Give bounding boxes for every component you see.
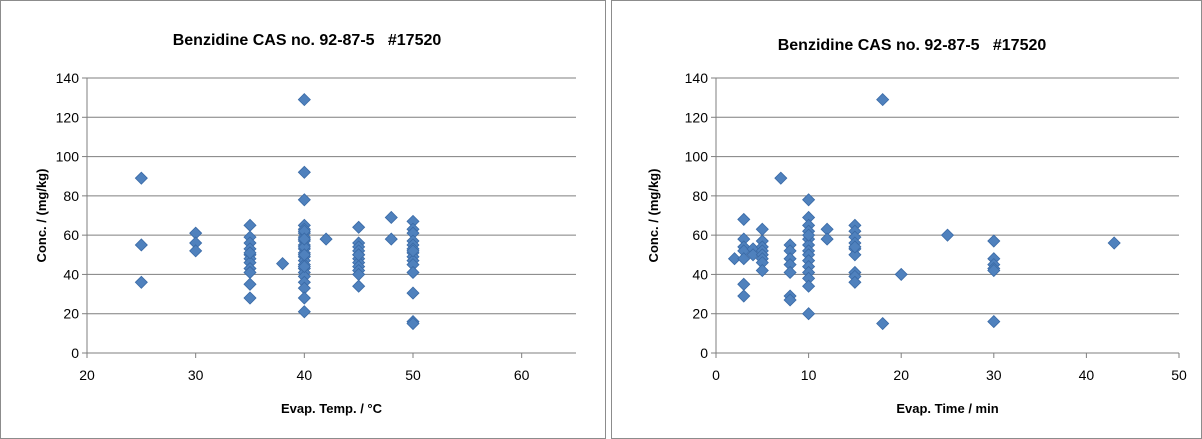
data-point: [848, 240, 862, 254]
data-point: [243, 218, 257, 232]
data-point: [802, 228, 816, 242]
chart-title: Benzidine CAS no. 92-87-5 #17520: [778, 37, 1047, 54]
data-point: [783, 293, 797, 307]
data-point: [802, 307, 816, 321]
data-point: [243, 277, 257, 291]
data-point: [737, 252, 751, 266]
y-tick-label: 80: [692, 188, 708, 204]
data-point: [406, 244, 420, 258]
x-tick-label: 40: [1079, 367, 1095, 383]
data-point: [820, 232, 834, 246]
y-tick-label: 140: [685, 70, 709, 86]
y-tick-label: 120: [685, 109, 709, 125]
y-axis-title: Conc. / (mg/kg): [34, 169, 49, 263]
data-point: [406, 286, 420, 300]
data-point: [297, 291, 311, 305]
x-axis-title: Evap. Temp. / °C: [281, 401, 383, 416]
data-point: [134, 275, 148, 289]
x-tick-label: 20: [893, 367, 909, 383]
data-point: [243, 291, 257, 305]
data-point: [406, 316, 420, 331]
y-axis-title: Conc. / (mg/kg): [646, 169, 661, 263]
y-tick-label: 100: [685, 149, 709, 165]
x-tick-label: 0: [712, 367, 720, 383]
x-tick-label: 30: [188, 367, 204, 383]
y-tick-label: 140: [56, 70, 80, 86]
data-point: [876, 93, 890, 107]
data-point: [352, 248, 366, 262]
x-axis-title: Evap. Time / min: [896, 401, 998, 416]
data-point: [774, 171, 788, 185]
y-tick-label: 60: [63, 227, 79, 243]
x-tick-label: 30: [986, 367, 1002, 383]
data-point: [297, 165, 311, 179]
data-point: [297, 193, 311, 207]
data-point: [352, 279, 366, 293]
data-point: [848, 275, 862, 289]
y-tick-label: 20: [63, 306, 79, 322]
data-point: [848, 248, 862, 262]
data-point: [352, 220, 366, 234]
data-point: [737, 277, 751, 291]
x-tick-label: 60: [514, 367, 530, 383]
x-tick-label: 40: [297, 367, 313, 383]
data-point: [987, 315, 1001, 329]
y-tick-label: 40: [692, 266, 708, 282]
data-point: [1107, 236, 1121, 250]
data-point: [134, 171, 148, 185]
data-point: [802, 279, 816, 293]
data-point: [297, 305, 311, 319]
data-point: [783, 265, 797, 280]
data-point: [189, 244, 203, 258]
data-point: [746, 248, 760, 262]
chart-panel-evap-time: 0 20 40 60 80 100 120 140 0 10 20 30 40 50 Benzidine C…: [611, 0, 1202, 439]
x-tick-label: 10: [801, 367, 817, 383]
x-tick-label: 20: [79, 367, 95, 383]
x-tick-label: 50: [1171, 367, 1187, 383]
data-point: [876, 316, 890, 331]
y-tick-label: 40: [63, 266, 79, 282]
y-tick-label: 80: [63, 188, 79, 204]
data-point: [276, 257, 290, 271]
data-point: [755, 222, 769, 236]
scatter-chart-evap-time: 0 20 40 60 80 100 120 140 0 10 20 30 40 50 Benzidine C…: [646, 37, 1187, 416]
data-point: [297, 93, 311, 107]
data-point: [384, 210, 398, 225]
y-tick-label: 100: [56, 149, 80, 165]
data-point: [894, 267, 908, 281]
data-point: [987, 263, 1001, 278]
data-point: [297, 260, 311, 274]
chart-title: Benzidine CAS no. 92-87-5 #17520: [173, 32, 442, 49]
x-tick-label: 50: [405, 367, 421, 383]
y-tick-label: 0: [71, 345, 79, 361]
data-point: [727, 252, 742, 266]
data-point: [737, 289, 751, 303]
data-point: [319, 232, 333, 246]
data-point: [384, 232, 398, 246]
data-point: [134, 238, 148, 252]
data-point: [297, 232, 311, 246]
y-tick-label: 20: [692, 306, 708, 322]
y-tick-label: 120: [56, 109, 80, 125]
data-point: [802, 193, 816, 207]
data-point: [755, 263, 769, 278]
y-tick-label: 0: [700, 345, 708, 361]
y-tick-label: 60: [692, 227, 708, 243]
data-point: [987, 234, 1001, 248]
data-point: [406, 265, 420, 280]
data-point: [243, 246, 257, 260]
chart-panel-evap-temp: 0 20 40 60 80 100 120 140 20 30 40 50 60 Benzidine CA…: [0, 0, 606, 439]
data-point: [737, 212, 751, 226]
data-point: [940, 228, 955, 242]
